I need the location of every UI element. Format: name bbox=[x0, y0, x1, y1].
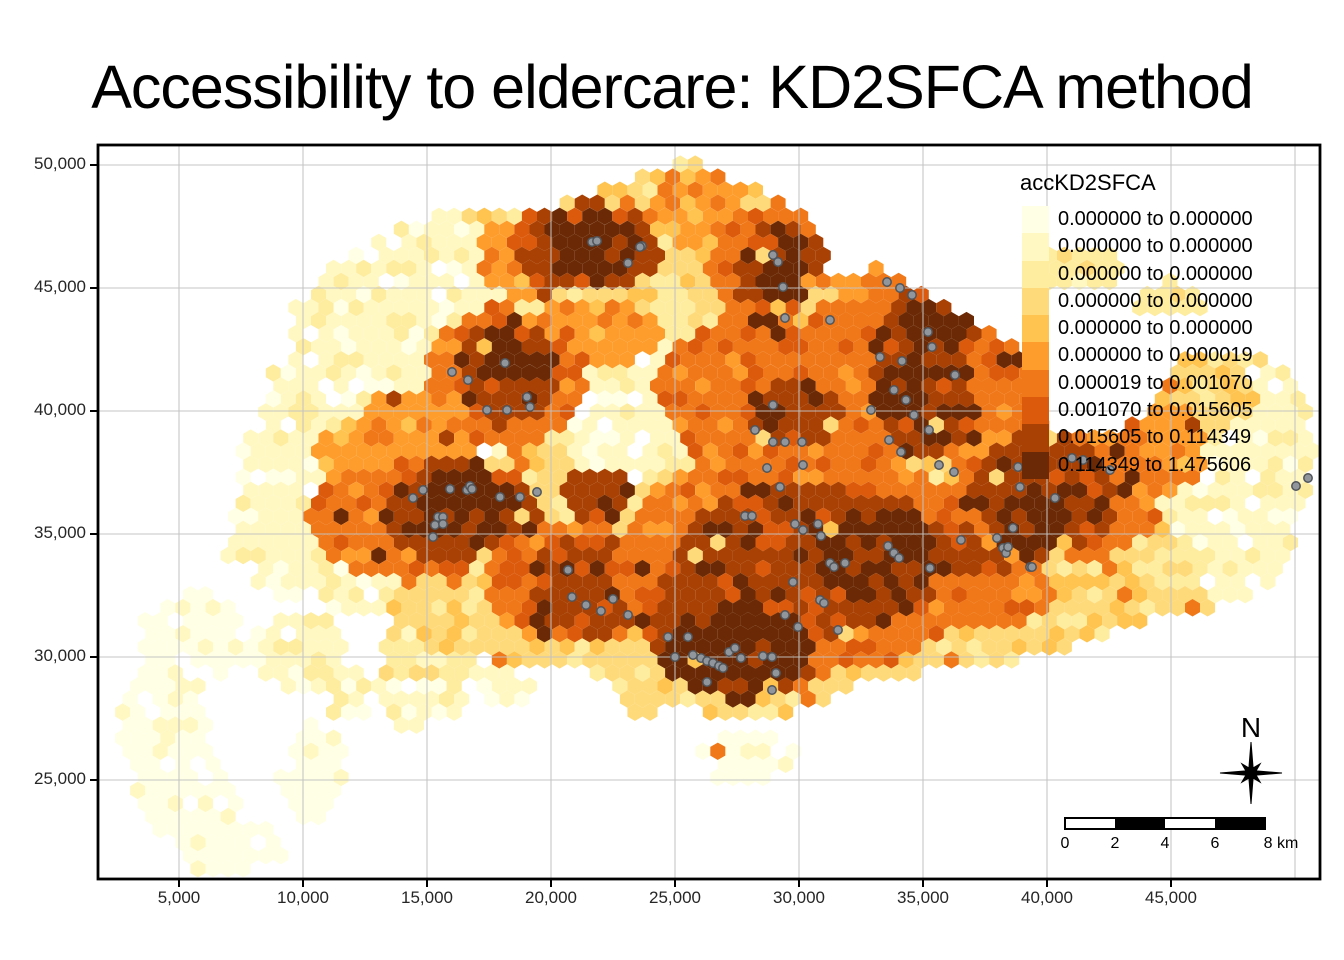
x-axis-tick-label: 35,000 bbox=[897, 888, 949, 907]
map-title: Accessibility to eldercare: KD2SFCA meth… bbox=[91, 53, 1254, 121]
legend-item-label: 0.000000 to 0.000019 bbox=[1058, 344, 1253, 367]
legend-swatch bbox=[1022, 287, 1049, 316]
x-axis-tick-label: 10,000 bbox=[277, 888, 329, 907]
x-axis-tick-label: 45,000 bbox=[1145, 888, 1197, 907]
y-axis-tick-label: 40,000 bbox=[34, 400, 86, 419]
legend-swatch bbox=[1022, 451, 1049, 479]
legend-swatch bbox=[1022, 369, 1049, 398]
y-axis-tick-label: 30,000 bbox=[34, 646, 86, 665]
legend-item-label: 0.015605 to 0.114349 bbox=[1058, 426, 1252, 449]
axis-ticks bbox=[90, 164, 1172, 887]
y-axis-tick-label: 25,000 bbox=[34, 769, 86, 788]
y-axis-tick-label: 50,000 bbox=[34, 154, 86, 173]
legend-swatch bbox=[1022, 315, 1049, 343]
x-axis-tick-label: 5,000 bbox=[157, 888, 201, 907]
legend-swatch bbox=[1022, 424, 1049, 452]
legend-item-label: 0.000000 to 0.000000 bbox=[1058, 262, 1253, 285]
scalebar-end-label: 8 km bbox=[1263, 835, 1299, 852]
legend-color-ramp bbox=[1022, 206, 1049, 479]
legend-item-label: 0.000000 to 0.000000 bbox=[1058, 235, 1253, 258]
legend-item-label: 0.000000 to 0.000000 bbox=[1058, 208, 1253, 230]
north-arrow-icon bbox=[1219, 741, 1283, 805]
legend-item-label: 0.000019 to 0.001070 bbox=[1058, 371, 1253, 394]
y-axis-tick-label: 45,000 bbox=[34, 277, 86, 296]
scalebar-tick-label: 2 bbox=[1110, 835, 1120, 852]
y-axis-tick-label: 35,000 bbox=[34, 523, 86, 542]
legend-item-label: 0.001070 to 0.015605 bbox=[1058, 399, 1253, 422]
x-axis-tick-label: 40,000 bbox=[1021, 888, 1073, 907]
legend-swatch bbox=[1022, 397, 1049, 425]
scalebar-tick-label: 4 bbox=[1160, 835, 1170, 852]
graticule-gridlines bbox=[98, 145, 1320, 879]
legend-swatch bbox=[1022, 206, 1049, 234]
x-axis-tick-label: 20,000 bbox=[525, 888, 577, 907]
x-axis-tick-label: 30,000 bbox=[773, 888, 825, 907]
x-axis-tick-label: 15,000 bbox=[401, 888, 453, 907]
legend-labels: 0.000000 to 0.000000 0.000000 to 0.00000… bbox=[1058, 206, 1253, 479]
legend-swatch bbox=[1022, 342, 1049, 370]
plot-frame bbox=[96, 143, 1322, 881]
legend-item-label: 0.000000 to 0.000000 bbox=[1058, 289, 1253, 312]
legend-swatch bbox=[1022, 260, 1049, 288]
facility-dots-layer bbox=[408, 236, 1313, 695]
legend-item-label: 0.000000 to 0.000000 bbox=[1058, 317, 1253, 340]
scalebar-tick-label: 0 bbox=[1060, 835, 1070, 852]
legend-item-label: 0.114349 to 1.475606 bbox=[1058, 453, 1252, 476]
scale-bar bbox=[1064, 817, 1266, 830]
x-axis-tick-label: 25,000 bbox=[649, 888, 701, 907]
legend-swatch bbox=[1022, 233, 1049, 261]
scalebar-tick-label: 6 bbox=[1210, 835, 1220, 852]
north-arrow-label: N bbox=[1240, 712, 1262, 743]
legend-title: accKD2SFCA bbox=[1020, 170, 1156, 195]
